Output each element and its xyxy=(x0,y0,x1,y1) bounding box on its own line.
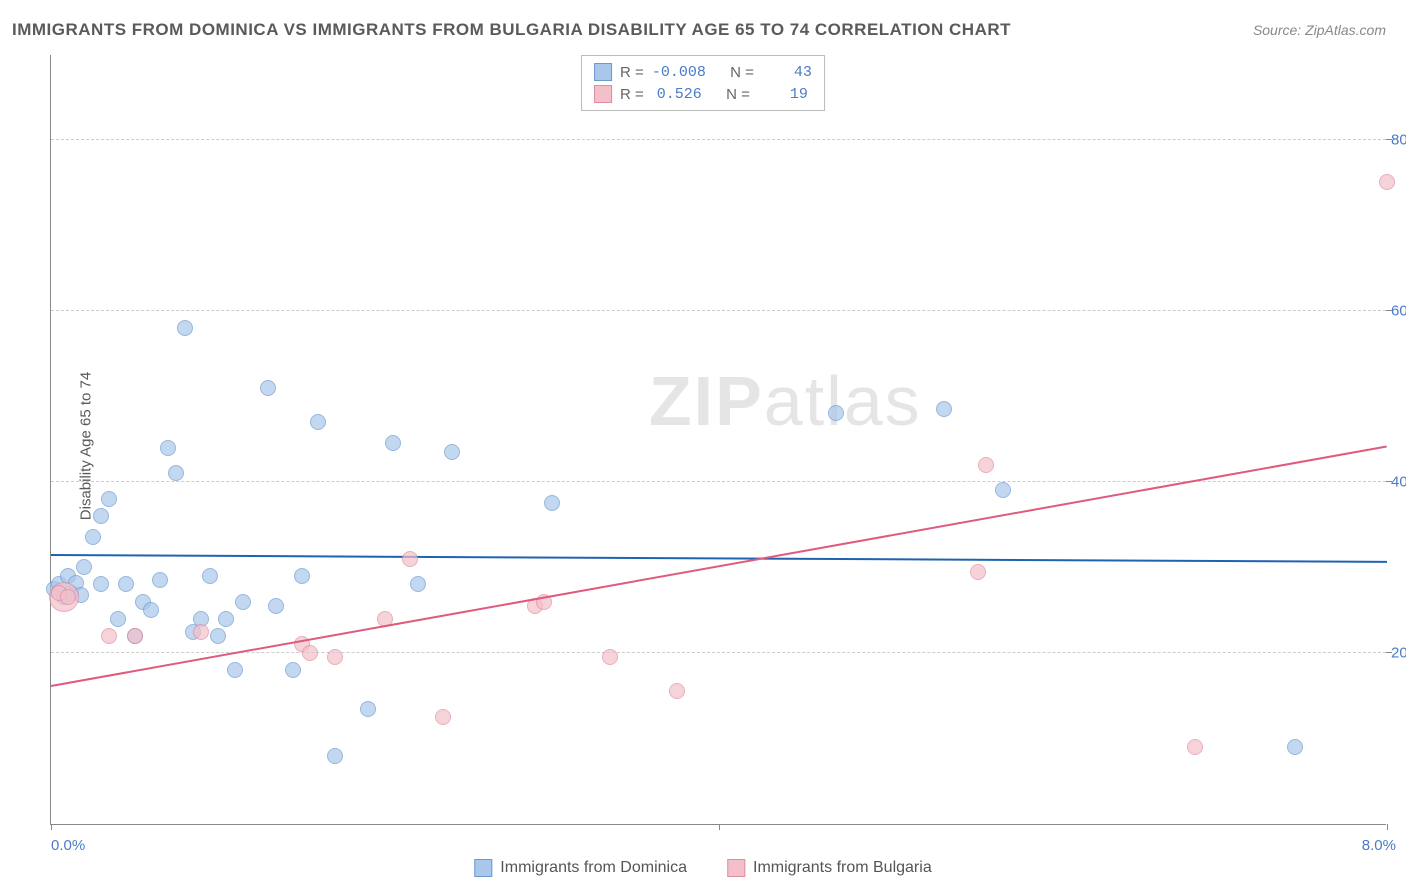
scatter-point xyxy=(444,444,460,460)
scatter-point xyxy=(218,611,234,627)
watermark: ZIPatlas xyxy=(649,361,922,441)
scatter-point xyxy=(85,529,101,545)
scatter-point xyxy=(1287,739,1303,755)
scatter-point xyxy=(327,649,343,665)
scatter-point xyxy=(93,576,109,592)
gridline xyxy=(51,139,1386,140)
series-legend: Immigrants from Dominica Immigrants from … xyxy=(474,859,931,877)
legend-stat-row: R =0.526 N =19 xyxy=(594,83,812,105)
source-attribution: Source: ZipAtlas.com xyxy=(1253,22,1386,38)
legend-stat-row: R =-0.008 N =43 xyxy=(594,61,812,83)
scatter-point xyxy=(402,551,418,567)
scatter-point xyxy=(110,611,126,627)
scatter-point xyxy=(995,482,1011,498)
scatter-point xyxy=(177,320,193,336)
scatter-point xyxy=(127,628,143,644)
scatter-point xyxy=(936,401,952,417)
scatter-point xyxy=(168,465,184,481)
y-tick-label: 60.0% xyxy=(1391,302,1406,319)
y-tick-label: 40.0% xyxy=(1391,473,1406,490)
scatter-point xyxy=(76,559,92,575)
scatter-point xyxy=(93,508,109,524)
scatter-point xyxy=(410,576,426,592)
x-tick-label: 0.0% xyxy=(51,837,85,854)
y-tick-label: 20.0% xyxy=(1391,644,1406,661)
correlation-legend: R =-0.008 N =43R =0.526 N =19 xyxy=(581,55,825,111)
scatter-point xyxy=(602,649,618,665)
scatter-point xyxy=(268,598,284,614)
scatter-point xyxy=(435,709,451,725)
scatter-point xyxy=(302,645,318,661)
gridline xyxy=(51,652,1386,653)
x-tick-label: 8.0% xyxy=(1362,837,1396,854)
scatter-point xyxy=(235,594,251,610)
scatter-point xyxy=(60,589,76,605)
plot-area: ZIPatlas 20.0%40.0%60.0%80.0%0.0%8.0% xyxy=(50,55,1386,825)
scatter-point xyxy=(143,602,159,618)
scatter-point xyxy=(360,701,376,717)
scatter-point xyxy=(160,440,176,456)
y-tick-label: 80.0% xyxy=(1391,131,1406,148)
scatter-point xyxy=(285,662,301,678)
scatter-point xyxy=(193,624,209,640)
scatter-point xyxy=(310,414,326,430)
scatter-point xyxy=(327,748,343,764)
scatter-point xyxy=(101,628,117,644)
scatter-point xyxy=(101,491,117,507)
chart-title: IMMIGRANTS FROM DOMINICA VS IMMIGRANTS F… xyxy=(12,20,1011,40)
scatter-point xyxy=(294,568,310,584)
scatter-point xyxy=(385,435,401,451)
scatter-point xyxy=(544,495,560,511)
scatter-point xyxy=(828,405,844,421)
scatter-point xyxy=(210,628,226,644)
scatter-point xyxy=(227,662,243,678)
legend-item: Immigrants from Bulgaria xyxy=(727,859,932,877)
scatter-point xyxy=(260,380,276,396)
trend-line xyxy=(51,554,1387,563)
scatter-point xyxy=(152,572,168,588)
scatter-point xyxy=(978,457,994,473)
gridline xyxy=(51,310,1386,311)
trend-line xyxy=(51,446,1387,688)
scatter-point xyxy=(118,576,134,592)
scatter-point xyxy=(202,568,218,584)
scatter-point xyxy=(669,683,685,699)
scatter-point xyxy=(1187,739,1203,755)
scatter-point xyxy=(1379,174,1395,190)
scatter-point xyxy=(970,564,986,580)
legend-item: Immigrants from Dominica xyxy=(474,859,687,877)
